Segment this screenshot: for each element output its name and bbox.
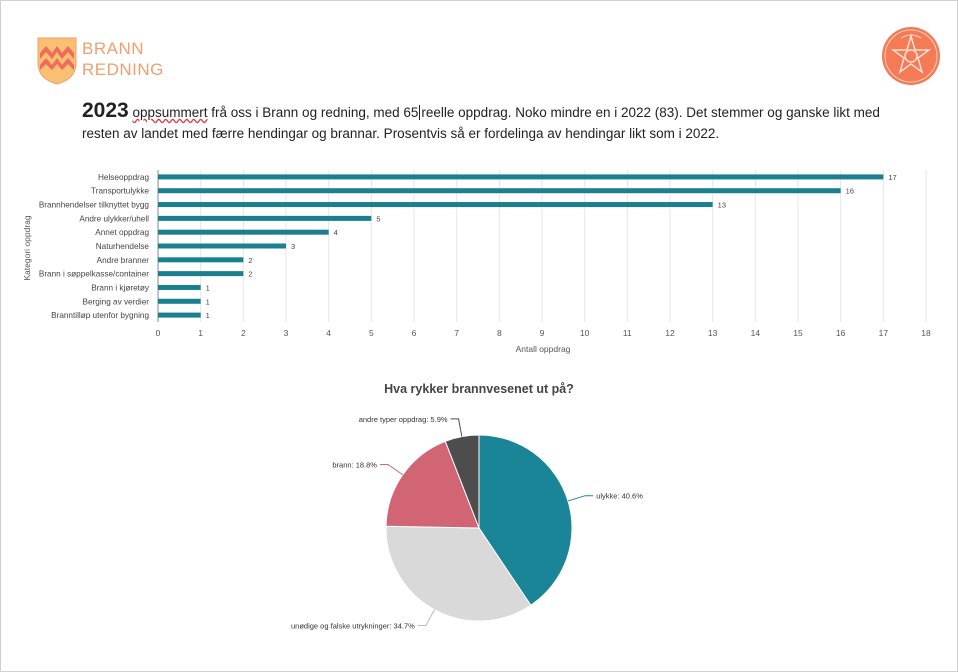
brand-line-2: REDNING bbox=[82, 60, 164, 79]
pie-slice-label: brann: 18.8% bbox=[332, 460, 377, 469]
bar-x-tick-label: 3 bbox=[284, 328, 289, 338]
bar-x-tick-label: 9 bbox=[540, 328, 545, 338]
pie-leader-line bbox=[379, 463, 404, 476]
bar-x-tick-label: 10 bbox=[580, 328, 590, 338]
bar-value-label: 17 bbox=[888, 173, 896, 182]
bar-value-label: 2 bbox=[248, 270, 252, 279]
pie-slice-label: ulykke: 40.6% bbox=[596, 492, 643, 501]
bar-category-label: Brann i kjøretøy bbox=[91, 283, 150, 292]
bar-category-label: Brann i søppelkasse/container bbox=[39, 270, 149, 279]
bar-value-label: 5 bbox=[376, 214, 380, 223]
bar-x-tick-label: 5 bbox=[369, 328, 374, 338]
bar-x-tick-label: 8 bbox=[497, 328, 502, 338]
bar-category-label: Naturhendelse bbox=[96, 242, 150, 251]
fire-department-emblem-icon bbox=[882, 27, 940, 85]
pie-slice bbox=[478, 434, 573, 606]
bar-x-axis-label: Antall oppdrag bbox=[516, 344, 571, 354]
pie-leader-line bbox=[450, 418, 463, 437]
bar-x-tick-label: 6 bbox=[412, 328, 417, 338]
pie-leader-line bbox=[567, 495, 594, 502]
bar bbox=[158, 298, 201, 304]
bar-x-tick-label: 4 bbox=[326, 328, 331, 338]
brand-name: BRANN REDNING bbox=[82, 38, 164, 80]
bar bbox=[158, 215, 372, 221]
bar-category-label: Brannhendelser tilknyttet bygg bbox=[39, 201, 150, 210]
bar-x-tick-label: 12 bbox=[665, 328, 675, 338]
bar bbox=[158, 188, 841, 194]
bar bbox=[158, 174, 884, 180]
summary-underlined-word: oppsummert bbox=[132, 105, 208, 120]
bar-x-tick-label: 14 bbox=[751, 328, 761, 338]
bar bbox=[158, 202, 713, 208]
summary-paragraph: 2023 oppsummert frå oss i Brann og redni… bbox=[82, 100, 882, 144]
bar-x-tick-label: 0 bbox=[156, 328, 161, 338]
bar-x-tick-label: 11 bbox=[623, 328, 632, 338]
bar-value-label: 3 bbox=[291, 242, 295, 251]
bar-category-label: Annet oppdrag bbox=[95, 228, 149, 237]
bar-x-tick-label: 17 bbox=[879, 328, 889, 338]
pie-slice-label: unødige og falske utrykninger: 34.7% bbox=[291, 621, 415, 630]
bar-category-label: Transportulykke bbox=[91, 187, 149, 196]
bar-value-label: 16 bbox=[846, 187, 854, 196]
bar-x-tick-label: 16 bbox=[836, 328, 846, 338]
pie-slice bbox=[444, 434, 480, 529]
bar bbox=[158, 312, 201, 318]
bar bbox=[158, 243, 286, 249]
bar-x-tick-label: 7 bbox=[454, 328, 459, 338]
bar-category-label: Andre ulykker/uhell bbox=[79, 214, 149, 223]
pie-leader-line bbox=[417, 609, 435, 626]
kommune-shield-icon bbox=[37, 37, 77, 85]
pie-title: Hva rykker brannvesenet ut på? bbox=[384, 382, 574, 396]
bar-value-label: 1 bbox=[206, 283, 210, 292]
bar bbox=[158, 257, 244, 263]
bar-value-label: 1 bbox=[206, 311, 210, 320]
bar-category-label: Helseoppdrag bbox=[98, 173, 149, 182]
brand-line-1: BRANN bbox=[82, 39, 145, 58]
bar bbox=[158, 229, 329, 235]
bar bbox=[158, 284, 201, 290]
bar-category-label: Branntilløp utenfor bygning bbox=[51, 311, 149, 320]
bar-x-tick-label: 2 bbox=[241, 328, 246, 338]
bar-x-tick-label: 18 bbox=[921, 328, 931, 338]
bar-x-tick-label: 1 bbox=[198, 328, 203, 338]
summary-text-2: reelle oppdrag. Noko mindre en i 2022 (8… bbox=[82, 105, 880, 141]
bar-category-label: Berging av verdier bbox=[83, 297, 150, 306]
bar-x-tick-label: 13 bbox=[708, 328, 718, 338]
summary-year: 2023 bbox=[82, 99, 129, 122]
summary-text-1: frå oss i Brann og redning, med 65 bbox=[207, 105, 419, 120]
bar bbox=[158, 271, 244, 277]
bar-chart: Helseoppdrag Transportulykke Brannhendelse… bbox=[22, 170, 931, 354]
bar-y-axis-label: Kategori oppdrag bbox=[22, 215, 32, 280]
bar-value-label: 1 bbox=[206, 297, 210, 306]
bar-value-label: 4 bbox=[334, 228, 338, 237]
bar-category-label: Andre branner bbox=[97, 256, 150, 265]
bar-value-label: 13 bbox=[718, 201, 726, 210]
pie-slice bbox=[385, 525, 532, 622]
bar-value-label: 2 bbox=[248, 256, 252, 265]
pie-slice-label: andre typer oppdrag: 5.9% bbox=[359, 415, 448, 424]
bar-x-tick-label: 15 bbox=[793, 328, 803, 338]
